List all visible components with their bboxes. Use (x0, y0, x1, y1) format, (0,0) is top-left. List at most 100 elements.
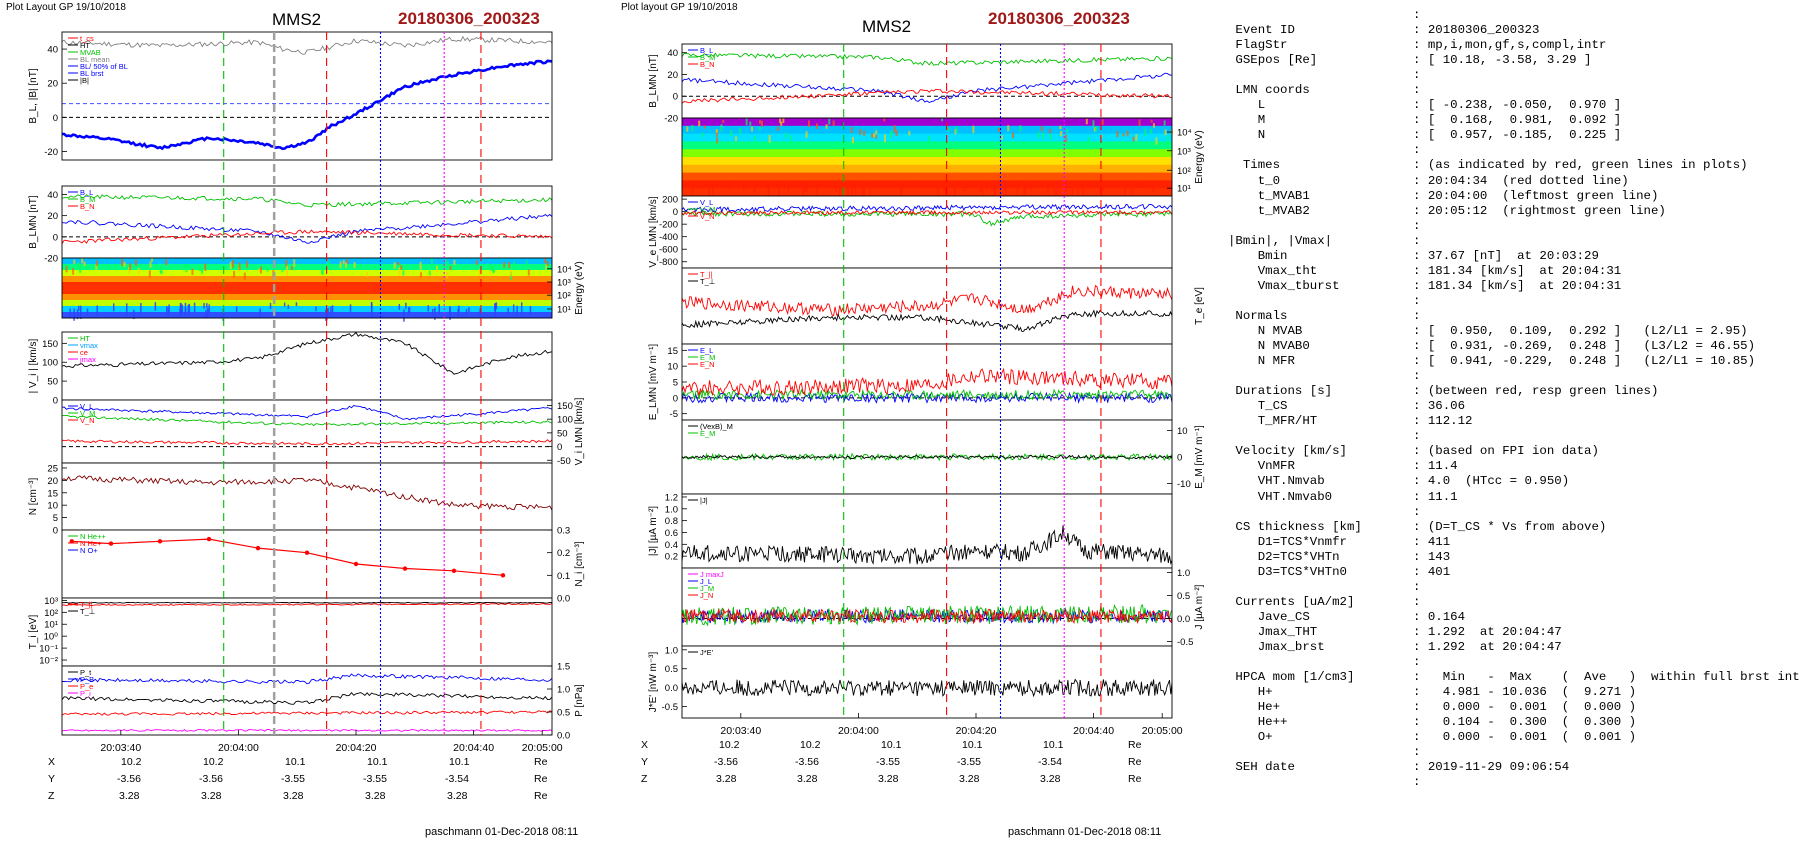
summary-line: LMN coords: (1228, 83, 1800, 98)
summary-line: : (1228, 655, 1800, 670)
summary-line: N MFR: [ 0.941, -0.229, 0.248 ] (L2/L1 =… (1228, 354, 1800, 369)
spectrogram-speckle (739, 128, 742, 135)
summary-key: Currents [uA/m2] (1228, 594, 1355, 609)
y-axis-label: J*E' [nW m⁻³] (648, 652, 659, 713)
summary-line: Event ID: 20180306_200323 (1228, 23, 1800, 38)
summary-line: : (1228, 219, 1800, 234)
spectrogram-speckle (1007, 125, 1010, 132)
spectrogram-speckle (691, 186, 694, 194)
spectrogram-speckle (1092, 120, 1095, 127)
series-line (681, 678, 1173, 698)
y-tick-label: 10⁻¹ (39, 644, 58, 655)
spectrogram-speckle (1085, 118, 1088, 125)
spectrogram-speckle (407, 307, 410, 314)
spectrogram-speckle (285, 259, 288, 268)
data-point (206, 536, 212, 542)
left-z-value: 3.28 (365, 790, 386, 802)
summary-key: t_MVAB2 (1228, 203, 1310, 218)
legend-label: P_B (80, 675, 94, 684)
series-line (71, 538, 504, 576)
summary-value: : 11.4 (1413, 459, 1458, 474)
summary-line: D1=TCS*Vnmfr: 411 (1228, 535, 1800, 550)
panel-ni: 0.0 0.1 0.2 0.3 N_i [cm⁻³] N He++N He+N O+ (61, 526, 585, 605)
y-tick-label: 5 (673, 378, 678, 389)
spectrogram-speckle (805, 131, 808, 139)
spectrogram-speckle (168, 304, 170, 313)
spectrogram-speckle (1040, 125, 1043, 132)
summary-key: N MVAB0 (1228, 339, 1310, 354)
y-tick-label: 0.6 (665, 528, 678, 539)
summary-value: : 112.12 (1413, 414, 1473, 429)
spectrogram-speckle (449, 265, 452, 270)
spectrogram-speckle (783, 182, 786, 189)
summary-value: : 143 (1413, 549, 1451, 564)
spectrogram-speckle (1016, 180, 1019, 194)
summary-value: : (1413, 594, 1421, 609)
spectrogram-speckle (287, 304, 290, 309)
legend-label: B_N (700, 60, 715, 69)
summary-key: Event ID (1228, 23, 1295, 38)
spectrogram-speckle (151, 258, 154, 262)
spectrogram-speckle (269, 302, 272, 309)
spectrogram-speckle (1093, 127, 1096, 132)
y-tick-label: -0.5 (1177, 637, 1193, 648)
spectrogram-speckle (993, 183, 996, 196)
right-spacecraft-title: MMS2 (862, 17, 912, 36)
legend-label: E_N (700, 360, 715, 369)
summary-key: Jave_CS (1228, 609, 1310, 624)
left-event-id: 20180306_200323 (398, 9, 540, 28)
spectrogram-speckle (703, 125, 706, 129)
left-z-label: Z (48, 790, 55, 802)
y-tick-label: 100 (557, 415, 573, 426)
panel-blmn: -20 0 20 40 B_LMN [nT] B_LB_MB_N (648, 43, 1173, 125)
panel-background (62, 463, 552, 530)
summary-line: Times: (as indicated by red, green lines… (1228, 158, 1800, 173)
spectrogram-speckle (720, 124, 723, 132)
y-tick-label: 40 (47, 190, 58, 201)
spectrogram-speckle (81, 258, 84, 264)
spectrogram-band (62, 258, 552, 265)
spectrogram-speckle (397, 262, 400, 266)
legend-label: T_⊥ (700, 277, 716, 286)
legend-label: B_N (80, 202, 95, 211)
spectrogram-speckle (203, 303, 205, 309)
spectrogram-speckle (366, 271, 369, 278)
spectrogram-speckle (806, 180, 809, 194)
y-tick-label: 0.0 (665, 683, 678, 694)
left-x-value: 10.2 (203, 756, 224, 768)
summary-value: : 4.0 (HTcc = 0.950) (1413, 474, 1570, 489)
y-tick-label: 0.5 (557, 708, 570, 719)
summary-value: : (as indicated by red, green lines in p… (1413, 158, 1748, 173)
spectrogram-speckle (1064, 134, 1067, 143)
spectrogram-speckle (400, 265, 403, 270)
spectrogram-speckle (1123, 185, 1126, 198)
spectrogram-speckle (839, 186, 841, 200)
spectrogram-speckle (715, 129, 718, 133)
spectrogram-speckle (201, 268, 204, 274)
spectrogram-speckle (691, 124, 694, 132)
summary-key: N MVAB (1228, 323, 1303, 338)
summary-line: Durations [s]: (between red, resp green … (1228, 384, 1800, 399)
spectrogram-band (682, 125, 1172, 135)
summary-line: O+: 0.000 - 0.001 ( 0.001 ) (1228, 730, 1800, 745)
spectrogram-speckle (1005, 186, 1007, 200)
y-tick-label: 0.3 (557, 526, 570, 537)
spectrogram-speckle (1049, 133, 1052, 141)
data-point (157, 539, 163, 544)
left-unit: Re (534, 773, 548, 785)
left-unit: Re (534, 790, 548, 802)
legend-label: HT (80, 334, 90, 343)
summary-key: M (1228, 113, 1266, 128)
spectrogram-speckle (321, 269, 324, 276)
y-tick-label: 10⁴ (557, 264, 572, 275)
summary-key: Velocity [km/s] (1228, 444, 1347, 459)
spectrogram-speckle (758, 127, 761, 131)
summary-key: Normals (1228, 308, 1288, 323)
y-tick-label: -50 (557, 456, 571, 467)
y-tick-label: 1.0 (665, 645, 678, 656)
time-tick-label: 20:04:20 (336, 742, 377, 754)
panel-spec: 10¹ 10² 10³ 10⁴ Energy (eV) (681, 117, 1205, 200)
right-unit: Re (1128, 739, 1142, 751)
